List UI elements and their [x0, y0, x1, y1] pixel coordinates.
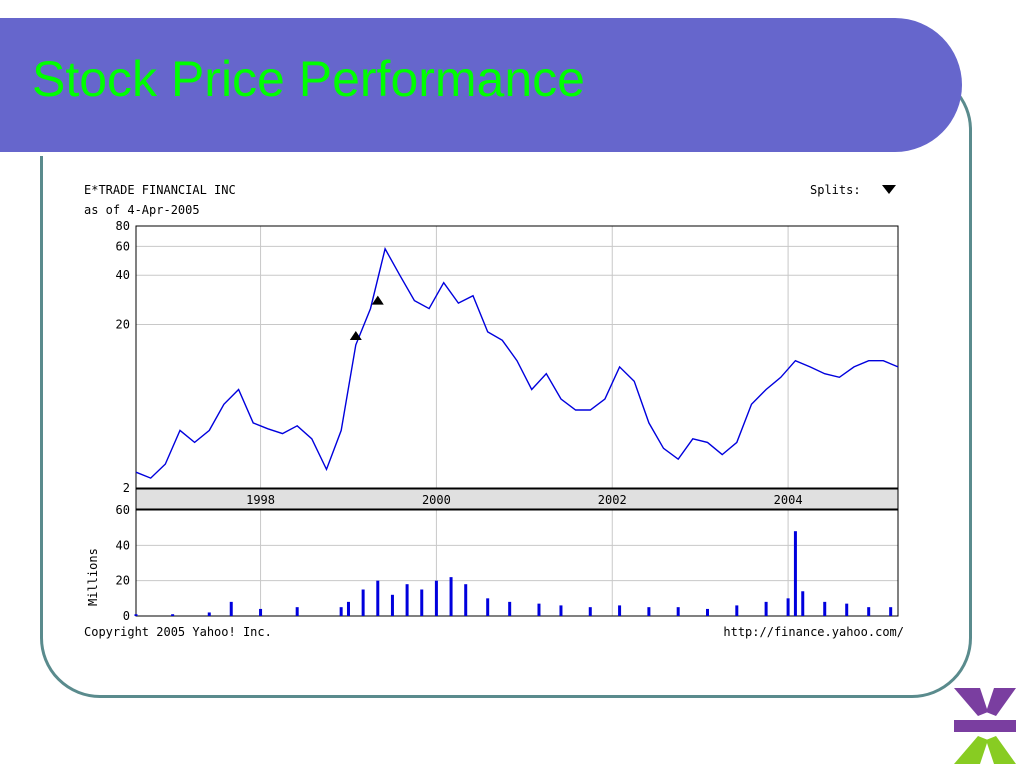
volume-bar	[346, 601, 350, 616]
volume-axis-label: Millions	[86, 548, 100, 606]
volume-bar	[171, 614, 175, 616]
volume-bar	[588, 607, 592, 616]
volume-bar	[295, 607, 299, 616]
title-banner	[0, 18, 962, 156]
x-tick-label: 1998	[246, 493, 275, 507]
x-tick-label: 2002	[598, 493, 627, 507]
volume-bar	[229, 601, 233, 616]
volume-bar	[676, 607, 680, 616]
price-gridlines	[136, 225, 898, 489]
volume-bar	[134, 614, 138, 616]
volume-bar	[786, 598, 790, 616]
price-axis: 2 20 40 60 80	[116, 219, 130, 495]
volume-bar	[420, 589, 424, 616]
volume-tick-label: 20	[116, 574, 130, 588]
price-tick-label: 2	[123, 481, 130, 495]
x-tick-label: 2004	[774, 493, 803, 507]
splits-down-arrow-icon[interactable]	[882, 185, 896, 194]
volume-bar	[735, 605, 739, 616]
x-tick-label: 2000	[422, 493, 451, 507]
volume-bar	[793, 531, 797, 616]
volume-bar	[259, 608, 263, 616]
volume-bar	[434, 580, 438, 616]
volume-bar	[376, 580, 380, 616]
volume-bar	[823, 601, 827, 616]
split-markers	[349, 295, 384, 341]
volume-bar	[559, 605, 563, 616]
price-tick-label: 40	[116, 268, 130, 282]
volume-bar	[845, 603, 849, 616]
price-tick-label: 80	[116, 219, 130, 233]
volume-bar	[537, 603, 541, 616]
volume-bar	[361, 589, 365, 616]
volume-bar	[764, 601, 768, 616]
volume-bar	[867, 607, 871, 616]
slide-content-frame	[40, 70, 972, 698]
title-underline	[0, 152, 905, 156]
volume-tick-label: 60	[116, 503, 130, 517]
volume-bar	[449, 577, 453, 616]
price-tick-label: 60	[116, 239, 130, 253]
volume-bar	[464, 584, 468, 616]
volume-bar	[618, 605, 622, 616]
price-plot-frame	[135, 225, 899, 489]
volume-bar	[390, 594, 394, 616]
volume-bar	[801, 591, 805, 616]
splits-label: Splits:	[810, 183, 861, 197]
split-marker-icon	[349, 331, 362, 341]
chart-as-of: as of 4-Apr-2005	[84, 203, 200, 217]
price-tick-label: 20	[116, 317, 130, 331]
volume-axis: 0 20 40 60	[116, 503, 130, 623]
volume-gridlines	[136, 509, 898, 617]
split-marker-icon	[371, 295, 384, 305]
price-series-line	[135, 246, 899, 479]
volume-bars	[134, 531, 893, 616]
volume-bar	[647, 607, 651, 616]
volume-bar	[339, 607, 343, 616]
slide-title: Stock Price Performance	[32, 51, 585, 107]
x-axis: 1998 2000 2002 2004	[246, 493, 802, 507]
volume-bar	[508, 601, 512, 616]
volume-tick-label: 0	[123, 609, 130, 623]
volume-bar	[405, 584, 409, 616]
footer-url[interactable]: http://finance.yahoo.com/	[723, 625, 904, 639]
stock-chart: E*TRADE FINANCIAL INC as of 4-Apr-2005 S…	[84, 183, 904, 639]
volume-bar	[207, 612, 211, 616]
footer-copyright: Copyright 2005 Yahoo! Inc.	[84, 625, 272, 639]
volume-plot-frame	[135, 509, 899, 617]
volume-bar	[486, 598, 490, 616]
volume-bar	[889, 607, 893, 616]
volume-tick-label: 40	[116, 538, 130, 552]
x-axis-band	[135, 488, 899, 510]
etrade-logo-icon	[954, 688, 1016, 764]
chart-company: E*TRADE FINANCIAL INC	[84, 183, 236, 197]
volume-bar	[706, 608, 709, 616]
